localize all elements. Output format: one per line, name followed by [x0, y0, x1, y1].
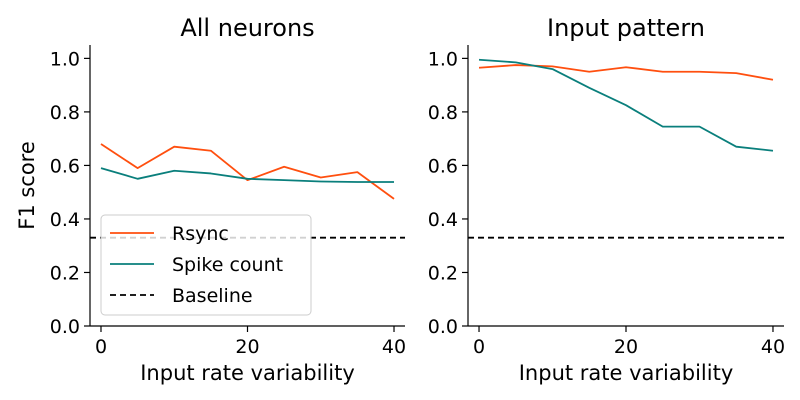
y-tick-label: 0.8 — [50, 102, 80, 124]
x-tick-label: 0 — [473, 336, 485, 358]
x-axis-label: Input rate variability — [140, 361, 355, 385]
x-axis-label: Input rate variability — [519, 361, 734, 385]
series-line-rsync — [100, 143, 395, 200]
legend-box — [100, 214, 312, 316]
legend-label: Baseline — [172, 285, 253, 307]
legend: Rsync Spike count Baseline — [100, 214, 312, 316]
y-tick-label: 0.0 — [428, 316, 458, 338]
x-tick-label: 20 — [614, 336, 638, 358]
legend-label: Rsync — [172, 223, 229, 245]
x-tick-label: 40 — [382, 336, 406, 358]
x-tick-label: 20 — [235, 336, 259, 358]
y-tick-label: 0.6 — [50, 155, 80, 177]
y-tick-label: 0.0 — [50, 316, 80, 338]
panel-2: Input pattern 0.0 0.2 0.4 0.6 0.8 1.0 0 20 40 Inpu… — [428, 14, 785, 385]
y-axis-label: F1 score — [15, 141, 39, 230]
y-tick-label: 0.6 — [428, 155, 458, 177]
y-tick-label: 0.2 — [428, 262, 458, 284]
series-line-spike-count — [478, 58, 774, 152]
y-tick-label: 0.4 — [428, 209, 458, 231]
y-tick-label: 1.0 — [428, 48, 458, 70]
y-tick-label: 1.0 — [50, 48, 80, 70]
legend-label: Spike count — [172, 254, 283, 276]
panel-1: All neurons 0.0 0.2 0.4 0.6 0.8 1.0 0 20 40 Input … — [15, 14, 406, 385]
y-tick-label: 0.4 — [50, 209, 80, 231]
chart-title: All neurons — [180, 14, 314, 42]
x-tick-label: 0 — [95, 336, 107, 358]
x-tick-label: 40 — [761, 336, 785, 358]
y-tick-label: 0.2 — [50, 262, 80, 284]
series-line-rsync — [478, 64, 774, 81]
chart-title: Input pattern — [547, 14, 705, 42]
series-line-spike-count — [100, 167, 395, 183]
y-tick-label: 0.8 — [428, 102, 458, 124]
